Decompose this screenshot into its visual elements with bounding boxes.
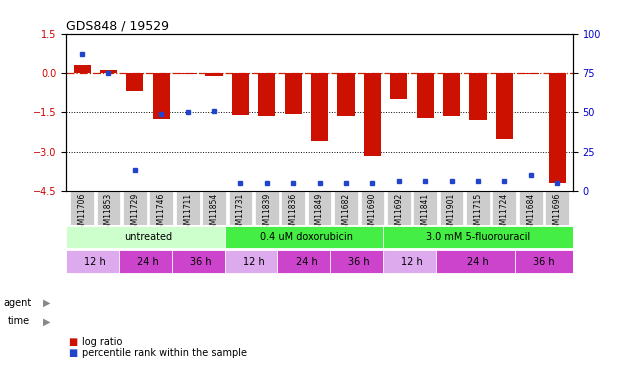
Text: ■: ■ <box>68 337 78 347</box>
FancyBboxPatch shape <box>278 251 336 273</box>
FancyBboxPatch shape <box>545 191 569 225</box>
Text: GSM11731: GSM11731 <box>236 193 245 234</box>
Text: GSM11841: GSM11841 <box>421 193 430 234</box>
FancyBboxPatch shape <box>387 191 411 225</box>
FancyBboxPatch shape <box>202 191 226 225</box>
FancyBboxPatch shape <box>440 191 463 225</box>
FancyBboxPatch shape <box>334 191 358 225</box>
Text: GSM11706: GSM11706 <box>78 193 86 234</box>
FancyBboxPatch shape <box>466 191 490 225</box>
FancyBboxPatch shape <box>150 191 173 225</box>
Text: ▶: ▶ <box>43 316 50 326</box>
Text: GSM11724: GSM11724 <box>500 193 509 234</box>
Text: GDS848 / 19529: GDS848 / 19529 <box>66 20 169 33</box>
FancyBboxPatch shape <box>436 251 520 273</box>
Text: 24 h: 24 h <box>467 256 489 267</box>
Text: untreated: untreated <box>124 232 172 242</box>
FancyBboxPatch shape <box>308 191 331 225</box>
Text: 12 h: 12 h <box>401 256 423 267</box>
FancyBboxPatch shape <box>413 191 437 225</box>
FancyBboxPatch shape <box>492 191 516 225</box>
Bar <box>179 73 196 74</box>
Bar <box>285 73 302 114</box>
FancyBboxPatch shape <box>66 226 230 249</box>
FancyBboxPatch shape <box>123 191 147 225</box>
FancyBboxPatch shape <box>383 251 441 273</box>
FancyBboxPatch shape <box>281 191 305 225</box>
Text: GSM11682: GSM11682 <box>341 193 350 234</box>
Text: log ratio: log ratio <box>82 337 122 347</box>
Text: GSM11746: GSM11746 <box>156 193 166 234</box>
FancyBboxPatch shape <box>172 251 230 273</box>
FancyBboxPatch shape <box>255 191 279 225</box>
Bar <box>206 73 223 76</box>
Text: GSM11836: GSM11836 <box>289 193 298 234</box>
FancyBboxPatch shape <box>70 191 94 225</box>
Text: GSM11839: GSM11839 <box>262 193 271 234</box>
Bar <box>153 73 170 119</box>
Bar <box>364 73 381 156</box>
FancyBboxPatch shape <box>519 191 543 225</box>
Text: GSM11901: GSM11901 <box>447 193 456 234</box>
FancyBboxPatch shape <box>228 191 252 225</box>
Bar <box>469 73 487 120</box>
Bar <box>548 73 565 183</box>
Text: 3.0 mM 5-fluorouracil: 3.0 mM 5-fluorouracil <box>426 232 530 242</box>
Text: GSM11696: GSM11696 <box>553 193 562 234</box>
FancyBboxPatch shape <box>176 191 199 225</box>
Bar <box>258 73 275 116</box>
Text: 36 h: 36 h <box>533 256 555 267</box>
Text: GSM11711: GSM11711 <box>183 193 192 234</box>
Text: GSM11729: GSM11729 <box>131 193 139 234</box>
FancyBboxPatch shape <box>383 226 573 249</box>
Text: GSM11692: GSM11692 <box>394 193 403 234</box>
Text: 12 h: 12 h <box>85 256 106 267</box>
Bar <box>390 73 408 99</box>
Bar <box>311 73 328 141</box>
Text: 24 h: 24 h <box>295 256 317 267</box>
FancyBboxPatch shape <box>119 251 177 273</box>
Text: ▶: ▶ <box>43 298 50 308</box>
Text: GSM11715: GSM11715 <box>473 193 483 234</box>
Text: GSM11684: GSM11684 <box>526 193 535 234</box>
Bar <box>126 73 143 92</box>
Text: GSM11853: GSM11853 <box>104 193 113 234</box>
Text: GSM11849: GSM11849 <box>315 193 324 234</box>
Text: 12 h: 12 h <box>243 256 264 267</box>
Text: ■: ■ <box>68 348 78 358</box>
Bar <box>232 73 249 115</box>
Bar <box>100 70 117 73</box>
FancyBboxPatch shape <box>515 251 573 273</box>
Text: time: time <box>8 316 30 326</box>
FancyBboxPatch shape <box>360 191 384 225</box>
Text: GSM11690: GSM11690 <box>368 193 377 234</box>
Text: percentile rank within the sample: percentile rank within the sample <box>82 348 247 358</box>
Text: GSM11854: GSM11854 <box>209 193 218 234</box>
Bar <box>74 65 91 73</box>
Bar <box>338 73 355 116</box>
FancyBboxPatch shape <box>97 191 121 225</box>
FancyBboxPatch shape <box>66 251 124 273</box>
Bar <box>416 73 433 117</box>
Text: 36 h: 36 h <box>348 256 370 267</box>
Bar <box>443 73 460 116</box>
FancyBboxPatch shape <box>225 251 283 273</box>
Text: 24 h: 24 h <box>137 256 159 267</box>
Bar <box>522 73 540 74</box>
FancyBboxPatch shape <box>330 251 388 273</box>
Text: 0.4 uM doxorubicin: 0.4 uM doxorubicin <box>260 232 353 242</box>
Text: agent: agent <box>3 298 32 308</box>
FancyBboxPatch shape <box>225 226 388 249</box>
Text: 36 h: 36 h <box>190 256 211 267</box>
Bar <box>496 73 513 138</box>
